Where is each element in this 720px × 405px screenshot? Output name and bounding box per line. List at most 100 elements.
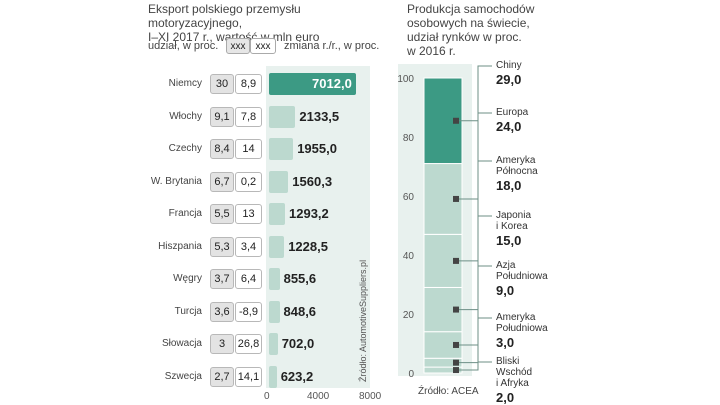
right-source: Źródło: ACEA <box>418 386 479 397</box>
segment-value-japonia-i-korea: 15,0 <box>496 233 522 248</box>
row-3-bar <box>269 170 289 193</box>
segment-value-bliski-wschód-i-afryka: 2,0 <box>496 390 515 405</box>
right-title-line1: Produkcja samochodów <box>407 2 535 16</box>
marker-ameryka-północna <box>453 257 459 264</box>
left-title-line2: I–XI 2017 r., wartość w mln euro <box>148 30 320 44</box>
left-title-line1: Eksport polskiego przemysłu motoryzacyjn… <box>148 2 301 30</box>
connector-europa <box>459 112 492 200</box>
connector-japonia-i-korea <box>459 215 492 311</box>
row-0-value-label: 7012,0 <box>312 76 352 91</box>
row-8-bar <box>269 333 278 355</box>
row-3-value-label: 1560,3 <box>292 173 333 189</box>
row-9-value-label: 623,2 <box>280 368 314 384</box>
legend-share-box: xxx <box>226 38 250 54</box>
row-6-country: Węgry <box>173 273 202 284</box>
row-7-bar <box>269 300 280 323</box>
row-5-country: Hiszpania <box>158 240 202 252</box>
row-4-bar <box>269 203 285 225</box>
stacked-share-chart: 0 20 40 60 80 100 <box>397 64 492 380</box>
row-5-value-label: 1228,5 <box>288 238 328 254</box>
segment-value-europa: 24,0 <box>496 119 522 134</box>
segment-value-chiny: 29,0 <box>496 72 522 87</box>
row-0-share: 30 <box>210 74 234 94</box>
connector-ameryka-północna <box>459 160 492 262</box>
row-7-value-label: 848,6 <box>283 303 317 319</box>
segment-name-ameryka-południowa: Ameryka Południowa <box>496 312 548 334</box>
row-7-country: Turcja <box>174 305 202 317</box>
segment-value-ameryka-południowa: 3,0 <box>496 335 515 350</box>
segment-name-ameryka-północna: Ameryka Północna <box>496 155 538 177</box>
marker-europa <box>453 195 459 202</box>
row-2-bar <box>269 138 294 160</box>
legend-share-label: udział, w proc. <box>148 40 219 52</box>
marker-chiny <box>453 117 459 124</box>
row-9-share: 2,7 <box>210 366 234 387</box>
segment-name-bliski-wschód-i-afryka: Bliski Wschód i Afryka <box>496 356 533 389</box>
row-4-change: 13 <box>235 204 262 224</box>
right-title-line4: w 2016 r. <box>407 44 456 58</box>
y-tick-60: 60 <box>403 192 415 203</box>
connector-azja-południowa <box>459 265 492 346</box>
left-chart-title: Eksport polskiego przemysłu motoryzacyjn… <box>148 2 388 44</box>
marker-azja-południowa <box>453 341 459 348</box>
row-0-bar <box>269 73 356 95</box>
row-9-country: Szwecja <box>164 370 202 382</box>
row-0-country: Niemcy <box>168 78 202 89</box>
row-3-share: 6,7 <box>210 171 234 192</box>
row-4-share: 5,5 <box>210 204 234 224</box>
row-1-share: 9,1 <box>210 106 234 127</box>
row-6-bar <box>269 268 280 290</box>
x-tick-4000: 4000 <box>307 391 330 402</box>
row-0-change: 8,9 <box>235 74 262 94</box>
y-tick-20: 20 <box>403 310 415 321</box>
x-tick-0: 0 <box>264 391 270 402</box>
y-tick-0: 0 <box>408 369 414 380</box>
segment-name-japonia-i-korea: Japonia i Korea <box>496 210 532 232</box>
segment-name-europa: Europa <box>496 107 529 118</box>
legend-change-box: xxx <box>250 38 276 54</box>
row-6-share: 3,7 <box>210 269 234 289</box>
row-5-bar <box>269 235 285 258</box>
segment-value-ameryka-północna: 18,0 <box>496 178 522 193</box>
marker-bliski-wschód-i-afryka <box>453 367 459 374</box>
row-7-share: 3,6 <box>210 301 234 322</box>
row-2-share: 8,4 <box>210 139 234 159</box>
row-8-change: 26,8 <box>235 334 262 354</box>
row-1-value-label: 2133,5 <box>299 108 340 124</box>
x-tick-8000: 8000 <box>359 391 382 402</box>
connector-bliski-wschód-i-afryka <box>459 361 492 371</box>
row-6-value-label: 855,6 <box>283 271 317 286</box>
legend-change-label: zmiana r./r., w proc. <box>284 40 380 52</box>
row-2-change: 14 <box>235 139 262 159</box>
row-8-share: 3 <box>210 334 234 354</box>
y-tick-100: 100 <box>397 74 414 85</box>
y-tick-40: 40 <box>403 251 415 262</box>
row-9-change: 14,1 <box>235 366 262 387</box>
row-2-value-label: 1955,0 <box>297 141 337 156</box>
row-3-country: W. Brytania <box>150 175 202 187</box>
connector-chiny <box>459 65 492 122</box>
row-2-country: Czechy <box>168 143 202 154</box>
segment-value-azja-południowa: 9,0 <box>496 283 515 298</box>
row-9-bar <box>269 365 277 388</box>
row-4-value-label: 1293,2 <box>289 206 329 221</box>
marker-ameryka-południowa <box>453 359 459 366</box>
row-4-country: Francja <box>168 208 202 219</box>
right-title-line2: osobowych na świecie, <box>407 16 530 30</box>
row-8-country: Słowacja <box>161 338 202 349</box>
row-8-value-label: 702,0 <box>281 336 315 351</box>
row-3-change: 0,2 <box>235 171 262 192</box>
row-1-bar <box>269 105 296 128</box>
row-5-share: 5,3 <box>210 236 234 257</box>
marker-japonia-i-korea <box>453 306 459 313</box>
row-1-change: 7,8 <box>235 106 262 127</box>
segment-name-azja-południowa: Azja Południowa <box>496 260 548 282</box>
row-1-country: Włochy <box>169 110 202 122</box>
right-title-line3: udział rynków w proc. <box>407 30 522 44</box>
left-source: Źródło: AutomotiveSuppliers.pl <box>358 259 368 382</box>
segment-name-chiny: Chiny <box>496 60 522 71</box>
right-chart-title: Produkcja samochodów osobowych na świeci… <box>407 2 567 58</box>
row-6-change: 6,4 <box>235 269 262 289</box>
connector-ameryka-południowa <box>459 317 492 364</box>
row-5-change: 3,4 <box>235 236 262 257</box>
